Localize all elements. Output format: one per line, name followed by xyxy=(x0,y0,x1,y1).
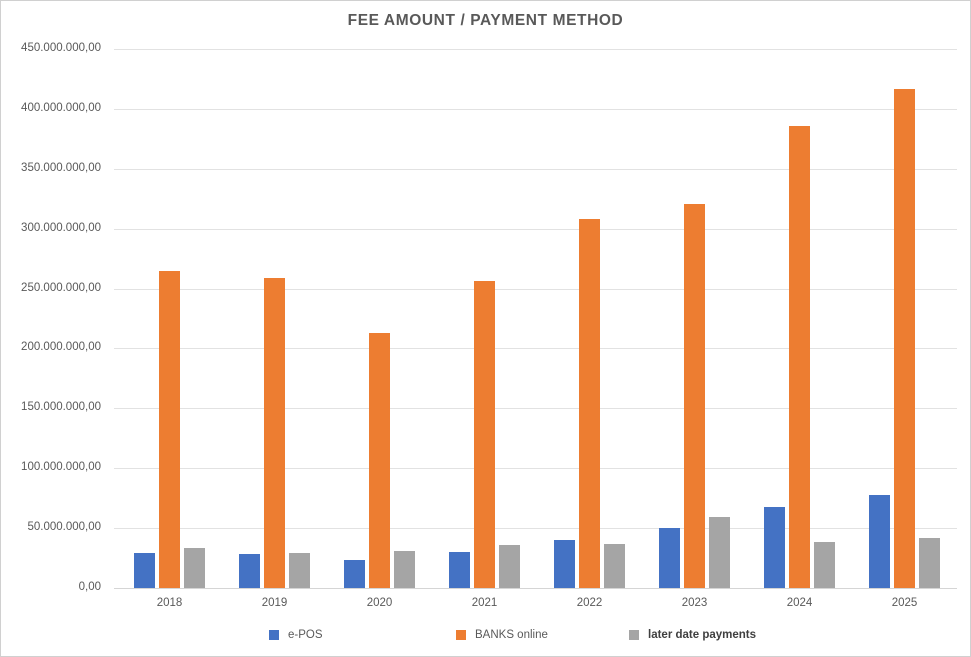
gridline xyxy=(114,408,957,410)
gridline xyxy=(114,288,957,290)
bar-e-pos-2024 xyxy=(764,506,785,588)
bar-e-pos-2023 xyxy=(659,528,680,588)
bar-banks-online-2021 xyxy=(474,281,495,588)
gridline xyxy=(114,348,957,350)
legend-swatch-banks-online xyxy=(456,630,466,640)
gridline xyxy=(114,228,957,230)
bar-later-date-payments-2025 xyxy=(919,537,940,588)
gridline xyxy=(114,49,957,50)
y-axis-tick-label: 400.000.000,00 xyxy=(21,101,101,114)
bar-later-date-payments-2023 xyxy=(709,517,730,588)
bar-later-date-payments-2024 xyxy=(814,542,835,588)
bar-banks-online-2018 xyxy=(159,270,180,588)
x-axis-line xyxy=(114,588,957,589)
y-axis-tick-label: 450.000.000,00 xyxy=(21,42,101,54)
bar-later-date-payments-2022 xyxy=(604,543,625,588)
bar-banks-online-2024 xyxy=(789,125,810,588)
bar-e-pos-2019 xyxy=(239,554,260,588)
y-axis-tick-label: 100.000.000,00 xyxy=(21,461,101,474)
x-axis-label-2022: 2022 xyxy=(576,597,603,609)
y-axis-tick-label: 0,00 xyxy=(78,581,101,593)
x-axis-label-2023: 2023 xyxy=(681,597,708,609)
bar-banks-online-2022 xyxy=(579,219,600,588)
legend-swatch-e-pos xyxy=(269,630,279,640)
x-axis-label-2018: 2018 xyxy=(156,597,183,609)
bar-e-pos-2020 xyxy=(344,560,365,588)
bar-e-pos-2018 xyxy=(134,553,155,588)
x-axis-label-2024: 2024 xyxy=(786,597,813,609)
legend-swatch-later-date-payments xyxy=(629,630,639,640)
bar-banks-online-2025 xyxy=(894,88,915,588)
gridline xyxy=(114,468,957,470)
y-axis-tick-label: 150.000.000,00 xyxy=(21,401,101,414)
bar-later-date-payments-2020 xyxy=(394,550,415,588)
legend-label-later-date-payments: later date payments xyxy=(648,629,757,641)
x-axis-label-2019: 2019 xyxy=(261,597,288,609)
bar-banks-online-2020 xyxy=(369,332,390,588)
x-axis-label-2021: 2021 xyxy=(471,597,498,609)
legend-item-e-pos: e-POS xyxy=(269,628,323,642)
x-axis-label-2020: 2020 xyxy=(366,597,393,609)
y-axis-tick-label: 350.000.000,00 xyxy=(21,161,101,174)
y-axis-tick-label: 250.000.000,00 xyxy=(21,281,101,294)
gridline xyxy=(114,168,957,170)
bar-e-pos-2025 xyxy=(869,494,890,588)
chart-title: FEE AMOUNT / PAYMENT METHOD xyxy=(347,12,624,29)
gridline xyxy=(114,108,957,110)
bar-e-pos-2021 xyxy=(449,552,470,588)
y-axis-tick-label: 50.000.000,00 xyxy=(27,521,101,534)
legend-item-banks-online: BANKS online xyxy=(456,628,548,642)
legend-label-banks-online: BANKS online xyxy=(475,629,548,641)
legend-label-e-pos: e-POS xyxy=(288,629,323,641)
y-axis-tick-label: 300.000.000,00 xyxy=(21,221,101,234)
x-axis-label-2025: 2025 xyxy=(891,597,918,609)
bar-later-date-payments-2019 xyxy=(289,553,310,588)
bar-later-date-payments-2018 xyxy=(184,548,205,588)
legend-item-later-date-payments: later date payments xyxy=(629,628,756,642)
bar-later-date-payments-2021 xyxy=(499,544,520,588)
gridline xyxy=(114,528,957,530)
bar-banks-online-2019 xyxy=(264,277,285,588)
bar-e-pos-2022 xyxy=(554,540,575,588)
y-axis-tick-label: 200.000.000,00 xyxy=(21,341,101,354)
bar-banks-online-2023 xyxy=(684,203,705,588)
